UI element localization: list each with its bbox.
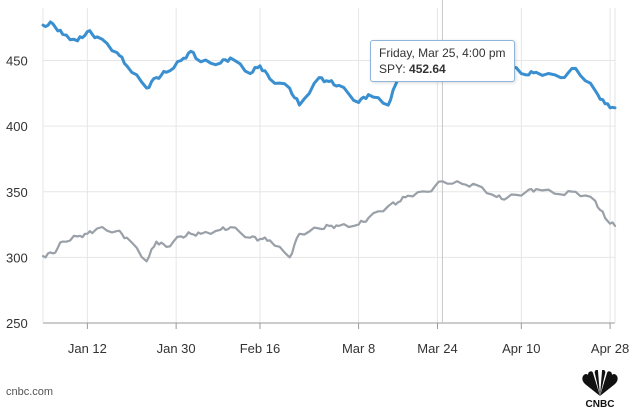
cnbc-logo: CNBC bbox=[577, 369, 623, 410]
x-tick-label: Jan 30 bbox=[157, 341, 196, 356]
x-tick-label: Feb 16 bbox=[240, 341, 280, 356]
spy-series-line bbox=[41, 20, 617, 110]
tooltip-value: 452.64 bbox=[409, 62, 446, 76]
peacock-icon bbox=[582, 369, 618, 396]
y-tick-label: 250 bbox=[6, 316, 28, 331]
tooltip-value-row: SPY: 452.64 bbox=[379, 61, 506, 77]
y-tick-label: 350 bbox=[6, 185, 28, 200]
x-tick-label: Jan 12 bbox=[68, 341, 107, 356]
source-text: cnbc.com bbox=[6, 386, 54, 398]
x-tick-label: Apr 10 bbox=[502, 341, 540, 356]
y-tick-label: 300 bbox=[6, 250, 28, 265]
y-tick-label: 400 bbox=[6, 119, 28, 134]
tooltip-date: Friday, Mar 25, 4:00 pm bbox=[379, 46, 506, 60]
comparison-series-line bbox=[41, 180, 617, 263]
x-tick-label: Mar 8 bbox=[342, 341, 375, 356]
x-tick-label: Apr 28 bbox=[591, 341, 629, 356]
tooltip: Friday, Mar 25, 4:00 pm SPY: 452.64 bbox=[370, 40, 515, 82]
tooltip-series-label: SPY: bbox=[379, 62, 406, 76]
x-tick-label: Mar 24 bbox=[417, 341, 457, 356]
y-tick-label: 450 bbox=[6, 54, 28, 69]
logo-text: CNBC bbox=[585, 399, 615, 410]
